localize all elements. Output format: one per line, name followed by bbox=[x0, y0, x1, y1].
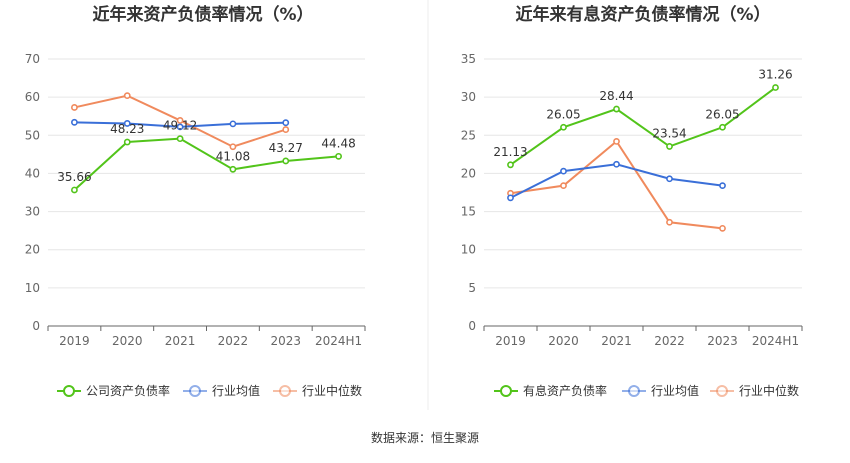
data-label: 48.23 bbox=[110, 122, 144, 136]
data-point bbox=[282, 157, 290, 165]
data-point bbox=[229, 120, 237, 128]
x-tick-label: 2023 bbox=[707, 334, 738, 348]
chart-title: 近年来有息资产负债率情况（%） bbox=[515, 4, 770, 25]
data-point bbox=[229, 165, 237, 173]
data-point bbox=[666, 175, 673, 183]
y-tick-label: 0 bbox=[32, 319, 40, 333]
legend-swatch-marker bbox=[628, 385, 640, 397]
data-point bbox=[282, 126, 290, 133]
data-point bbox=[71, 104, 78, 111]
data-point bbox=[613, 160, 620, 168]
legend-label: 行业中位数 bbox=[739, 383, 799, 398]
y-tick-label: 30 bbox=[461, 90, 476, 104]
data-point bbox=[560, 182, 567, 190]
x-tick-label: 2021 bbox=[165, 334, 196, 348]
data-point bbox=[560, 123, 567, 131]
y-tick-label: 70 bbox=[25, 52, 40, 66]
y-tick-label: 0 bbox=[468, 319, 476, 333]
y-tick-label: 15 bbox=[461, 205, 476, 219]
data-point bbox=[666, 218, 673, 226]
data-label: 41.08 bbox=[216, 149, 250, 163]
y-tick-label: 40 bbox=[25, 166, 40, 180]
data-point bbox=[719, 224, 726, 232]
chart-panel-interest-bearing: 近年来有息资产负债率情况（%） 0 5 10 15 20 25 30 35 2019 2020 202… bbox=[461, 4, 803, 398]
data-source: 数据来源：恒生聚源 bbox=[371, 430, 479, 445]
data-label: 23.54 bbox=[652, 126, 686, 140]
data-point bbox=[229, 143, 237, 151]
data-point bbox=[560, 167, 567, 175]
y-tick-label: 60 bbox=[25, 90, 40, 104]
data-point bbox=[666, 143, 673, 150]
y-tick-label: 5 bbox=[468, 281, 476, 295]
series-line-2 bbox=[510, 139, 723, 230]
data-label: 43.27 bbox=[269, 141, 303, 155]
series-line-0 bbox=[509, 86, 777, 166]
legend-swatch-marker bbox=[279, 385, 291, 397]
data-point bbox=[507, 194, 514, 202]
x-tick-label: 2022 bbox=[218, 334, 249, 348]
x-tick-label: 2019 bbox=[495, 334, 526, 348]
legend-swatch-marker bbox=[63, 385, 75, 397]
x-tick-label: 2024H1 bbox=[315, 334, 362, 348]
data-point bbox=[507, 161, 514, 169]
data-point bbox=[71, 118, 78, 126]
legend-label: 行业均值 bbox=[212, 383, 260, 398]
data-label: 26.05 bbox=[705, 107, 739, 121]
x-tick-label: 2024H1 bbox=[752, 334, 799, 348]
y-tick-label: 10 bbox=[461, 243, 476, 257]
x-tick-label: 2020 bbox=[548, 334, 579, 348]
x-tick-label: 2020 bbox=[112, 334, 143, 348]
data-point bbox=[772, 84, 779, 91]
series-line-1 bbox=[510, 163, 723, 199]
data-point bbox=[176, 123, 184, 131]
x-tick-label: 2023 bbox=[270, 334, 301, 348]
data-label: 35.66 bbox=[57, 170, 91, 184]
y-tick-label: 20 bbox=[25, 243, 40, 257]
y-tick-label: 25 bbox=[461, 128, 476, 142]
x-tick-label: 2022 bbox=[654, 334, 685, 348]
y-tick-label: 10 bbox=[25, 281, 40, 295]
x-tick-label: 2021 bbox=[601, 334, 632, 348]
data-label: 28.44 bbox=[599, 89, 633, 103]
legend-swatch-marker bbox=[716, 385, 728, 397]
legend-swatch-marker bbox=[189, 385, 201, 397]
chart-title: 近年来资产负债率情况（%） bbox=[92, 4, 313, 25]
data-point bbox=[176, 135, 184, 143]
data-point bbox=[123, 92, 131, 100]
data-point bbox=[123, 120, 131, 127]
y-tick-label: 20 bbox=[461, 166, 476, 180]
series-line-0 bbox=[73, 137, 339, 191]
data-point bbox=[613, 105, 620, 113]
data-label: 49.12 bbox=[163, 119, 197, 133]
data-label: 21.13 bbox=[493, 145, 527, 159]
legend-label: 行业均值 bbox=[651, 383, 699, 398]
data-point bbox=[176, 117, 184, 124]
y-tick-label: 30 bbox=[25, 205, 40, 219]
legend-label: 行业中位数 bbox=[302, 383, 362, 398]
x-tick-label: 2019 bbox=[59, 334, 90, 348]
data-point bbox=[719, 182, 726, 190]
data-point bbox=[71, 186, 78, 194]
data-point bbox=[282, 119, 290, 127]
legend-label: 有息资产负债率 bbox=[523, 383, 607, 398]
data-point bbox=[613, 137, 620, 145]
data-point bbox=[123, 138, 131, 146]
chart-panel-asset-liability: 近年来资产负债率情况（%） 0 10 20 30 40 50 60 70 2019 2020 2021… bbox=[25, 4, 366, 398]
data-label: 26.05 bbox=[546, 107, 580, 121]
legend-swatch-marker bbox=[500, 385, 512, 397]
data-point bbox=[335, 152, 342, 160]
legend-label: 公司资产负债率 bbox=[86, 383, 170, 398]
data-label: 31.26 bbox=[758, 68, 792, 82]
y-tick-label: 50 bbox=[25, 128, 40, 142]
data-label: 44.48 bbox=[321, 136, 355, 150]
y-tick-label: 35 bbox=[461, 52, 476, 66]
data-point bbox=[719, 123, 726, 131]
